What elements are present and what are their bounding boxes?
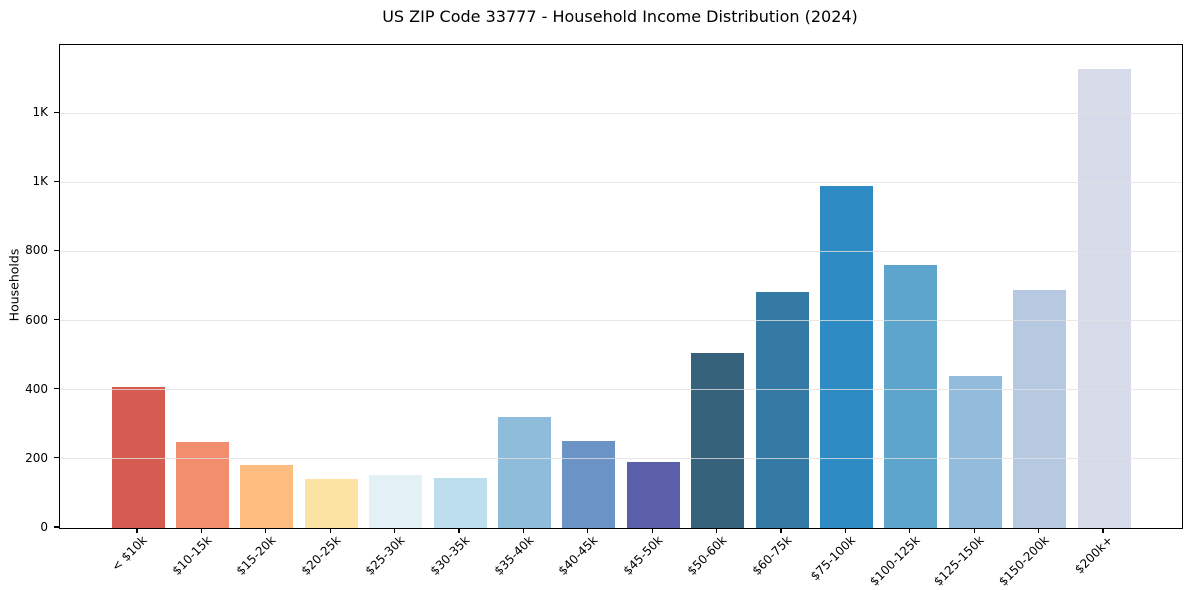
plot-area — [59, 44, 1183, 529]
bar-$75-100k — [819, 186, 873, 528]
y-tick — [54, 318, 59, 321]
x-tick-label: $10-15k — [169, 533, 215, 578]
y-tick — [54, 249, 59, 251]
gridline-1K — [60, 181, 1182, 183]
x-tick-label: $45-50k — [620, 533, 666, 578]
bar-$125-150k — [948, 376, 1002, 528]
y-tick — [54, 180, 59, 182]
x-tick — [716, 528, 718, 533]
bar-$25-30k — [369, 475, 423, 528]
x-tick-label: $20-25k — [298, 533, 344, 578]
x-tick — [1102, 528, 1104, 533]
bar-< $10k — [111, 387, 165, 528]
x-tick-label: $30-35k — [427, 533, 472, 578]
chart-title: US ZIP Code 33777 - Household Income Dis… — [382, 7, 858, 26]
gridline-800 — [60, 250, 1182, 252]
x-tick-label: $40-45k — [555, 533, 601, 578]
x-tick — [200, 528, 202, 533]
x-tick — [587, 528, 589, 533]
y-axis-label: Households — [6, 248, 22, 322]
x-tick — [909, 528, 911, 533]
x-tick-label: $75-100k — [808, 533, 859, 584]
x-tick — [651, 528, 653, 533]
gridline-1K — [60, 112, 1182, 114]
x-tick-label: $50-60k — [684, 533, 730, 578]
x-tick — [394, 528, 396, 533]
x-tick-label: $200k+ — [1072, 533, 1116, 577]
y-tick — [54, 111, 59, 113]
x-tick — [1038, 528, 1040, 533]
y-tick — [54, 526, 59, 528]
x-tick-label: < $10k — [109, 533, 150, 574]
bar-$100-125k — [884, 265, 938, 528]
x-tick — [522, 528, 524, 533]
y-tick-label: 1K — [32, 105, 48, 120]
x-tick — [973, 528, 975, 533]
x-tick-label: $15-20k — [233, 533, 279, 578]
y-tick-label: 400 — [25, 381, 48, 396]
bar-$15-20k — [240, 465, 294, 528]
bar-$35-40k — [497, 417, 551, 528]
x-tick — [329, 528, 331, 533]
y-tick-label: 0 — [40, 520, 48, 534]
x-tick — [780, 528, 782, 533]
bar-$150-200k — [1013, 290, 1067, 528]
y-tick-label: 1K — [32, 174, 48, 189]
bar-$200k+ — [1077, 69, 1131, 528]
bar-$60-75k — [755, 292, 809, 528]
x-tick — [265, 528, 267, 533]
x-tick — [136, 528, 138, 533]
y-tick — [54, 457, 59, 459]
y-tick-label: 600 — [25, 312, 48, 327]
y-tick-label: 200 — [25, 450, 48, 465]
x-tick-label: $125-150k — [931, 533, 988, 589]
bar-$30-35k — [433, 478, 487, 528]
y-tick — [54, 388, 59, 390]
bar-$10-15k — [175, 442, 229, 528]
bar-$45-50k — [626, 462, 680, 528]
bar-$50-60k — [691, 353, 745, 528]
x-tick-label: $100-125k — [867, 533, 923, 589]
bar-$20-25k — [304, 479, 358, 528]
x-tick — [844, 528, 846, 533]
y-tick-label: 800 — [25, 243, 48, 258]
x-tick — [458, 528, 460, 533]
x-tick-label: $35-40k — [491, 533, 537, 578]
x-tick-label: $25-30k — [362, 533, 408, 578]
x-tick-label: $150-200k — [995, 533, 1052, 589]
x-tick-label: $60-75k — [749, 533, 794, 578]
bar-$40-45k — [562, 441, 616, 528]
